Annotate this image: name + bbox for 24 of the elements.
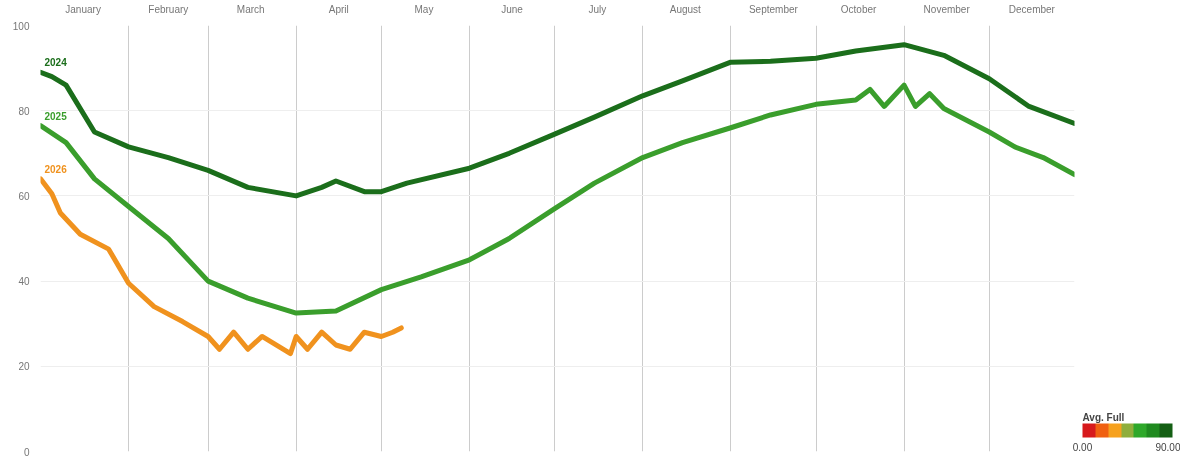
x-tick-label: January	[65, 3, 101, 15]
x-tick-label: August	[669, 3, 702, 15]
y-tick-label: 20	[18, 361, 30, 373]
series-label: 2024	[44, 57, 68, 69]
x-tick-label: March	[236, 3, 265, 15]
color-bar-label: 0.00	[1072, 441, 1093, 453]
y-tick-label: 40	[18, 276, 30, 288]
x-tick-label: December	[1008, 3, 1056, 15]
x-tick-label: April	[328, 3, 349, 15]
y-tick-label: 0	[23, 446, 30, 456]
color-bar-title: Avg. Full	[1082, 411, 1125, 423]
color-bar-label: 90.00	[1155, 441, 1180, 453]
y-tick-label: 80	[18, 105, 30, 117]
x-tick-label: November	[923, 3, 971, 15]
y-tick-label: 100	[12, 20, 30, 32]
y-tick-label: 60	[18, 190, 30, 202]
x-tick-label: October	[840, 3, 878, 15]
x-tick-label: June	[501, 3, 524, 15]
x-tick-label: February	[148, 3, 189, 15]
x-tick-label: September	[748, 3, 799, 15]
x-tick-label: May	[414, 3, 434, 15]
series-label: 2025	[44, 110, 68, 122]
series-label: 2026	[44, 163, 68, 175]
x-tick-label: July	[588, 3, 607, 15]
